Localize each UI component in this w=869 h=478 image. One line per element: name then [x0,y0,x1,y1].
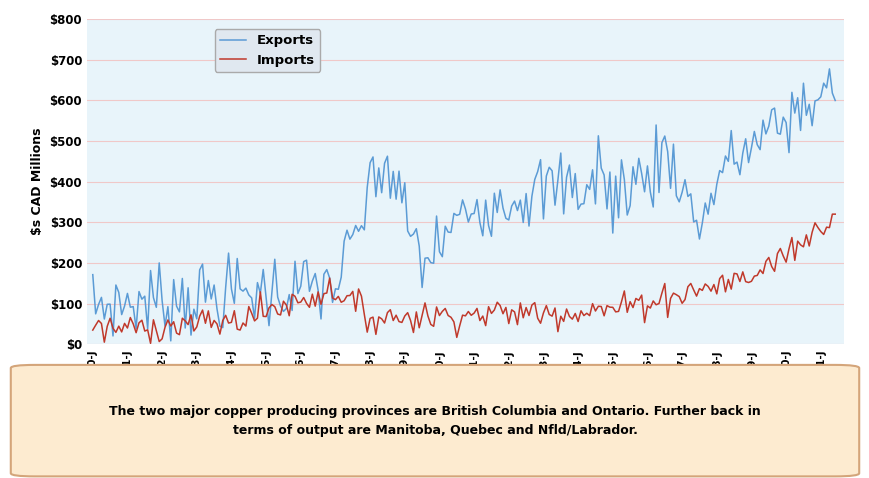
Exports [829,98,839,103]
Exports [823,66,833,72]
Line: Imports: Imports [93,214,834,343]
Imports [575,308,586,314]
Exports [165,338,176,344]
Exports [486,233,496,239]
Imports [728,271,739,276]
Imports [829,211,839,217]
Imports [780,259,791,265]
Imports [826,211,837,217]
Exports [88,272,98,278]
Exports [728,161,739,167]
Exports [143,326,153,332]
Line: Exports: Exports [93,69,834,341]
Imports [88,327,98,333]
X-axis label: Year & Month: Year & Month [412,383,518,397]
Imports [206,325,216,330]
Exports [206,296,216,302]
Imports [143,327,153,333]
Text: The two major copper producing provinces are British Columbia and Ontario. Furth: The two major copper producing provinces… [109,405,760,436]
Y-axis label: $s CAD Millions: $s CAD Millions [31,128,44,235]
Exports [780,120,791,125]
Imports [486,311,496,316]
Imports [145,340,156,346]
Legend: Exports, Imports: Exports, Imports [215,29,320,72]
FancyBboxPatch shape [10,365,859,477]
Exports [575,201,586,207]
